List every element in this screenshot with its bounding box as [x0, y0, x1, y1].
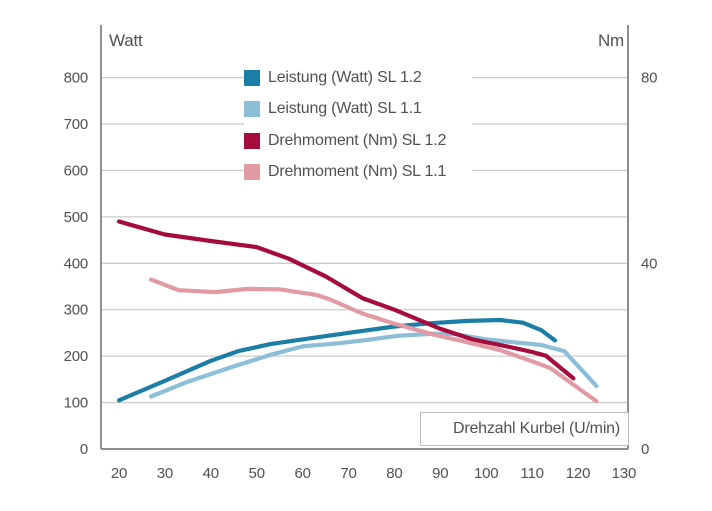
x-tick-label: 50	[249, 465, 265, 482]
left-axis-unit-label: Watt	[109, 31, 143, 50]
legend-item: Drehmoment (Nm) SL 1.2	[244, 127, 472, 155]
series-line	[116, 219, 576, 381]
left-tick-label: 700	[64, 116, 88, 133]
series-line	[149, 277, 599, 404]
legend-item: Drehmoment (Nm) SL 1.1	[244, 158, 472, 186]
legend-label: Leistung (Watt) SL 1.2	[268, 69, 422, 86]
right-tick-label: 80	[641, 70, 657, 87]
x-tick-label: 100	[474, 465, 498, 482]
legend-item: Leistung (Watt) SL 1.1	[244, 95, 472, 123]
axes	[100, 25, 629, 450]
left-tick-label: 800	[64, 70, 88, 87]
x-tick-label: 70	[340, 465, 356, 482]
right-tick-label: 40	[641, 255, 657, 272]
series-line	[149, 331, 599, 399]
x-tick-label: 80	[386, 465, 402, 482]
legend-label: Drehmoment (Nm) SL 1.1	[268, 162, 447, 180]
legend-swatch-icon	[244, 163, 260, 180]
x-tick-label: 20	[111, 465, 127, 482]
x-tick-label: 120	[566, 465, 590, 482]
left-tick-label: 200	[64, 348, 88, 365]
right-tick-label: 0	[641, 441, 649, 458]
x-axis-label: Drehzahl Kurbel (U/min)	[452, 420, 620, 437]
right-axis-unit-label: Nm	[597, 31, 624, 50]
legend-item: Leistung (Watt) SL 1.2	[244, 64, 472, 92]
legend-swatch-icon	[244, 132, 260, 149]
x-tick-label: 60	[294, 465, 310, 482]
left-tick-label: 0	[80, 441, 88, 458]
legend-label: Drehmoment (Nm) SL 1.2	[268, 131, 447, 149]
x-tick-label: 110	[520, 465, 543, 482]
legend-swatch-icon	[244, 101, 260, 118]
series-lines	[116, 219, 599, 404]
left-tick-label: 600	[64, 162, 88, 179]
legend: Leistung (Watt) SL 1.2 Leistung (Watt) SL…	[244, 62, 472, 188]
left-tick-label: 500	[64, 209, 88, 226]
legend-label: Leistung (Watt) SL 1.1	[268, 100, 422, 118]
x-tick-label: 30	[157, 465, 173, 482]
left-tick-label: 300	[64, 302, 88, 319]
series-line	[116, 317, 558, 403]
x-tick-label: 130	[612, 465, 636, 482]
left-tick-label: 400	[64, 255, 88, 272]
tick-labels: 0 100 200 300 400 500 600 700 800 0 40 80 20 30 40 50 60…	[64, 70, 658, 482]
x-tick-label: 40	[203, 465, 219, 482]
x-tick-label: 90	[432, 465, 448, 482]
left-tick-label: 100	[64, 395, 88, 412]
legend-swatch-icon	[244, 70, 260, 86]
x-axis-label-box: Drehzahl Kurbel (U/min)	[420, 412, 629, 446]
